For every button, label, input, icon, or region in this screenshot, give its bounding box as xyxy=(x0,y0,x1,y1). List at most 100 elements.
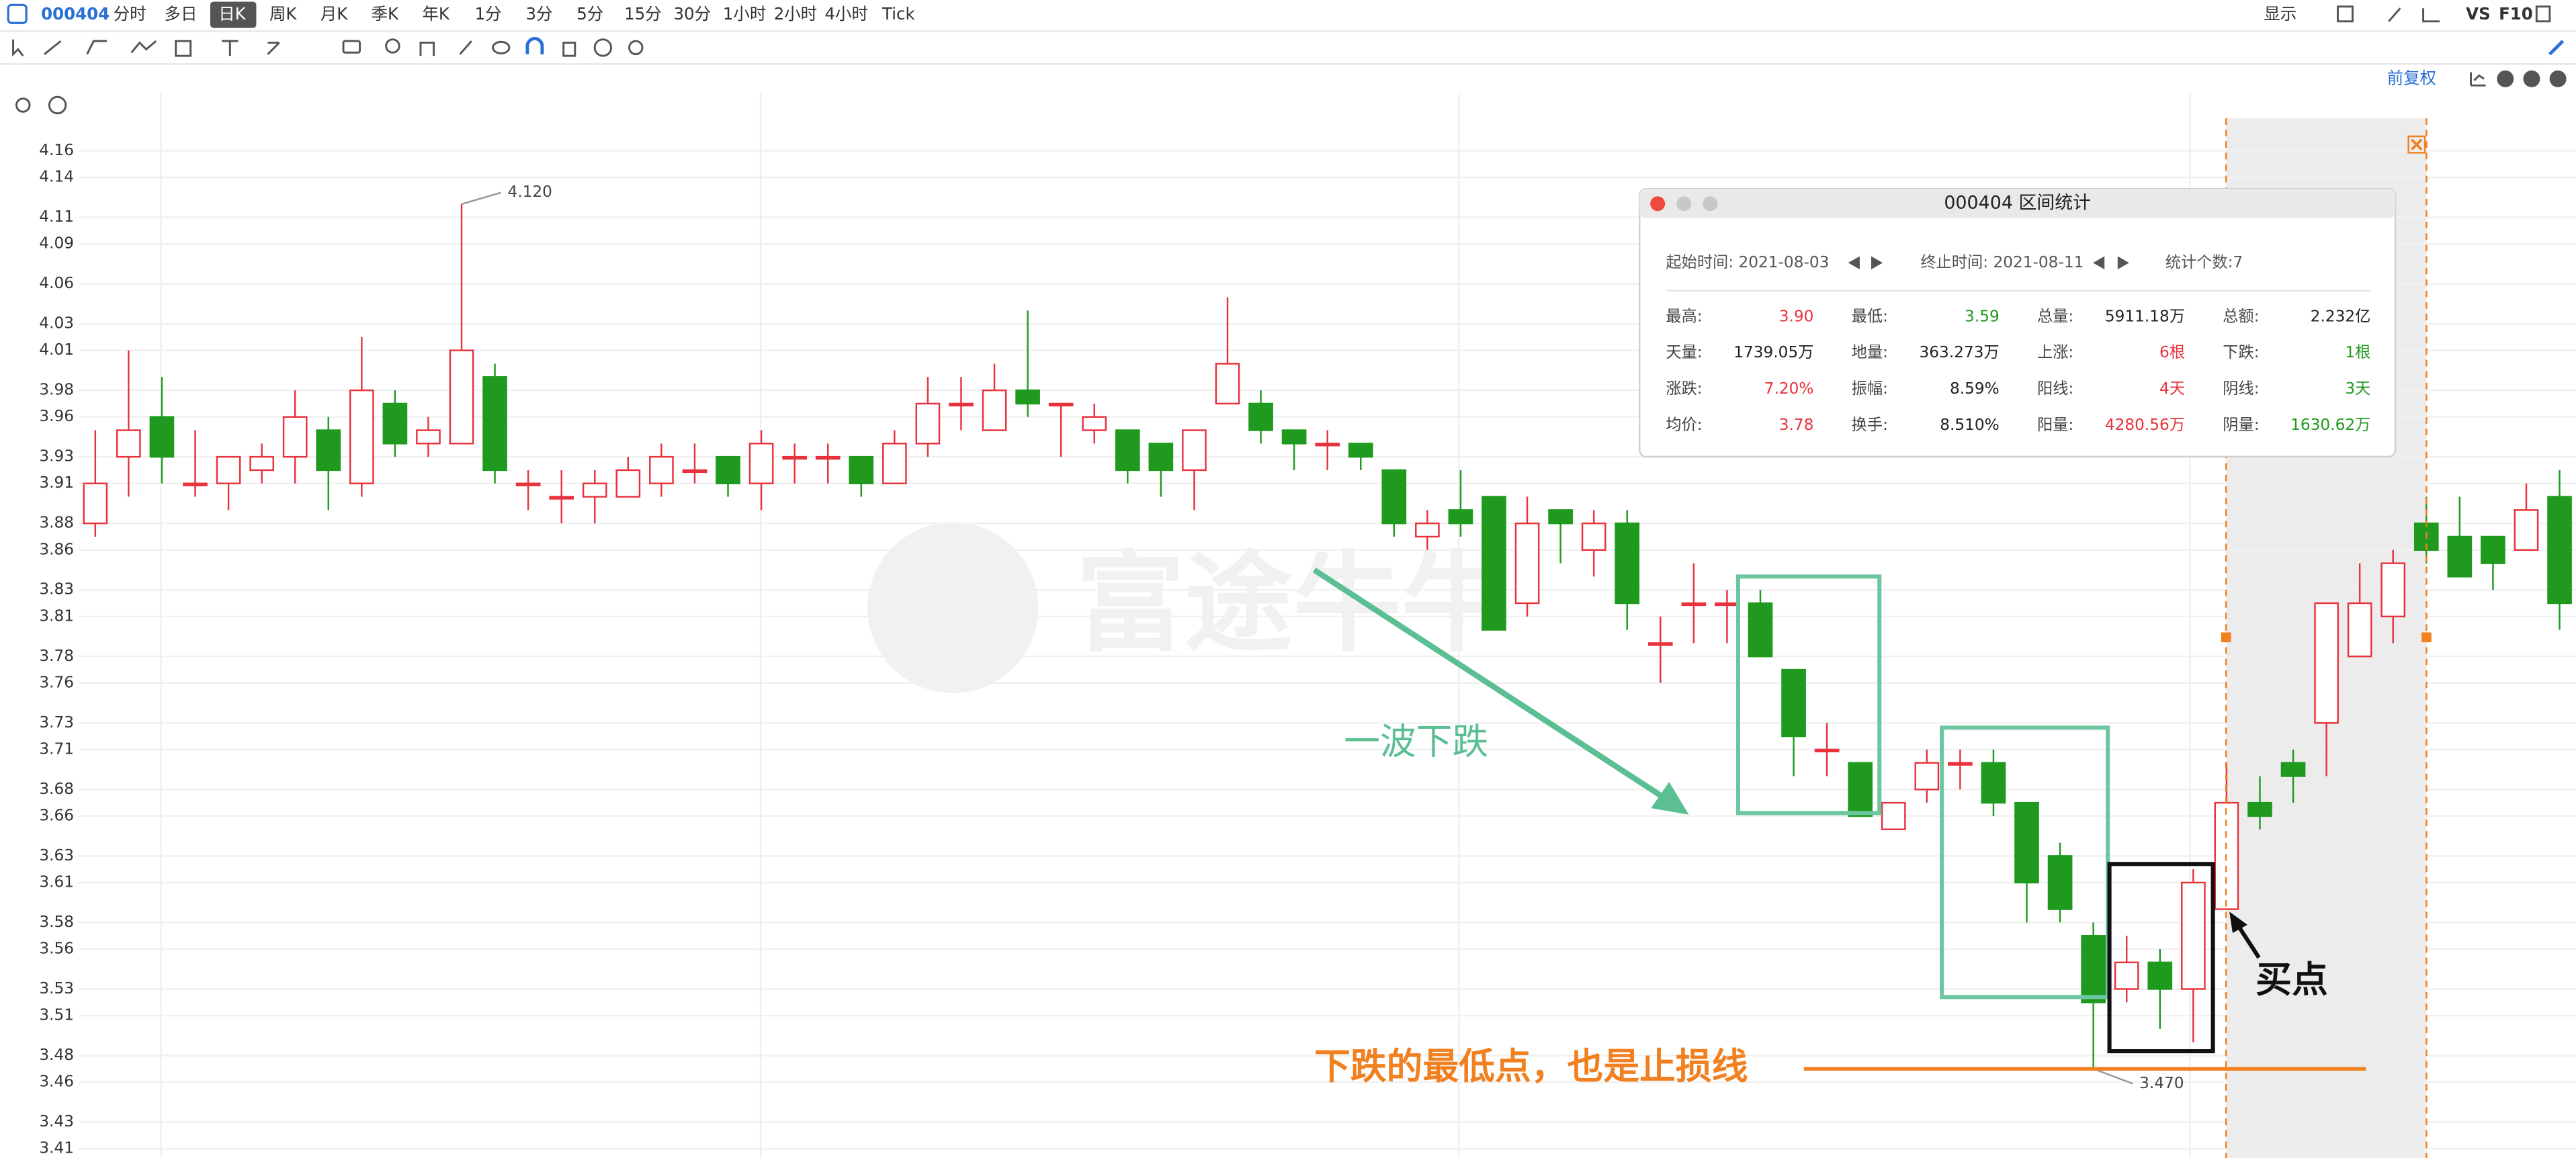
channel-tool[interactable] xyxy=(86,40,107,55)
line-tool[interactable] xyxy=(44,40,62,55)
period-tab[interactable]: 2小时 xyxy=(774,4,817,24)
period-tab[interactable]: 30分 xyxy=(674,4,712,24)
period-tab[interactable]: 日K xyxy=(218,4,246,24)
y-tick-label: 4.06 xyxy=(39,274,74,292)
y-tick-label: 3.96 xyxy=(39,407,74,425)
period-tab[interactable]: 3分 xyxy=(525,4,552,24)
candle-body xyxy=(349,389,374,484)
annotation-shapes xyxy=(1312,567,2261,1054)
indicator-icon[interactable] xyxy=(2470,72,2486,87)
end-time: 终止时间: 2021-08-11 xyxy=(1920,253,2084,271)
stat-label: 换手: xyxy=(1852,416,1888,434)
stat-value: 1根 xyxy=(2345,343,2370,361)
chart-collapse[interactable] xyxy=(48,95,67,115)
pen-icon[interactable] xyxy=(2388,7,2401,22)
period-tab[interactable]: 年K xyxy=(422,4,449,24)
candle-body xyxy=(2047,855,2073,910)
interval-close[interactable] xyxy=(2407,135,2426,154)
period-tab[interactable]: 月K xyxy=(320,4,348,24)
candle-body xyxy=(2514,509,2539,551)
candle-body xyxy=(549,496,574,500)
window-close[interactable] xyxy=(1650,196,1666,212)
green-arrow xyxy=(1312,567,1670,803)
candle-body xyxy=(1482,496,1506,631)
stat-label: 地量: xyxy=(1852,343,1888,361)
stat-value: 1630.62万 xyxy=(2290,416,2370,434)
period-tab[interactable]: 分时 xyxy=(114,4,146,24)
layout-icon[interactable] xyxy=(2336,5,2354,23)
trash-tool[interactable] xyxy=(562,42,576,57)
period-tab[interactable]: 周K xyxy=(269,4,297,24)
share-icon[interactable] xyxy=(2422,8,2440,23)
period-tab[interactable]: Tick xyxy=(882,4,915,24)
cursor-tool[interactable] xyxy=(12,39,24,57)
interval-handle[interactable] xyxy=(2221,632,2231,643)
stat-label: 天量: xyxy=(1666,343,1702,361)
close-x[interactable] xyxy=(2411,138,2423,150)
window-minimize[interactable] xyxy=(1676,196,1692,212)
candle-body xyxy=(1615,522,1640,605)
y-tick-label: 4.01 xyxy=(39,341,74,359)
y-tick-label: 3.98 xyxy=(39,381,74,399)
candle-body xyxy=(1182,429,1207,472)
plus-icon[interactable] xyxy=(2549,70,2567,87)
green-box xyxy=(1735,574,1882,815)
period-tab[interactable]: 15分 xyxy=(624,4,662,24)
candle-body xyxy=(1681,602,1707,607)
panel-frame xyxy=(1639,187,2397,458)
eye-tool[interactable] xyxy=(492,40,511,54)
fullscreen-icon[interactable] xyxy=(2535,5,2551,23)
arrow-tool[interactable] xyxy=(267,42,280,55)
period-tab[interactable]: 1小时 xyxy=(723,4,766,24)
comment-tool[interactable] xyxy=(342,40,361,54)
pin-icon[interactable] xyxy=(2548,40,2565,56)
candle-body xyxy=(2147,961,2173,990)
candle-body xyxy=(1448,509,1473,525)
toolbar-item[interactable]: 显示 xyxy=(2264,4,2296,24)
wave-tool[interactable] xyxy=(130,40,157,54)
fib-tool[interactable] xyxy=(175,40,192,57)
y-tick-label: 4.16 xyxy=(39,141,74,159)
toolbar-item[interactable]: F10 xyxy=(2499,4,2533,24)
minus-icon[interactable] xyxy=(2523,70,2540,87)
zoom-tool[interactable] xyxy=(385,38,400,54)
start-stepper[interactable] xyxy=(1848,256,1883,270)
pen-tool[interactable] xyxy=(459,40,472,55)
y-tick-label: 3.68 xyxy=(39,780,74,798)
candle-body xyxy=(2014,801,2039,884)
window-zoom[interactable] xyxy=(1703,196,1718,212)
candle-body xyxy=(2481,535,2505,564)
lock-tool[interactable] xyxy=(593,38,613,57)
stat-label: 下跌: xyxy=(2223,343,2259,361)
zoom-out-icon[interactable] xyxy=(2497,70,2514,87)
period-tab[interactable]: 多日 xyxy=(165,4,198,24)
black-box xyxy=(2107,862,2215,1054)
interval-handle[interactable] xyxy=(2421,632,2432,643)
adjust-select[interactable]: 前复权 xyxy=(2387,68,2436,87)
sidebar-toggle[interactable] xyxy=(7,3,28,24)
symbol[interactable]: 000404 xyxy=(41,4,110,24)
stat-value: 5911.18万 xyxy=(2105,307,2185,325)
y-tick-label: 3.91 xyxy=(39,474,74,492)
magnet-tool[interactable] xyxy=(525,37,544,54)
chart-tool[interactable] xyxy=(419,42,435,56)
period-tab[interactable]: 1分 xyxy=(475,4,502,24)
toolbar-item[interactable]: VS xyxy=(2466,4,2491,24)
y-tick-label: 4.03 xyxy=(39,314,74,332)
candle-body xyxy=(1848,762,1873,817)
candle-body xyxy=(1748,602,1773,658)
candle-body xyxy=(2314,602,2339,724)
candle-body xyxy=(1315,443,1340,447)
end-stepper[interactable] xyxy=(2093,256,2129,270)
close-box[interactable] xyxy=(2407,135,2426,154)
stat-label: 阴量: xyxy=(2223,416,2259,434)
period-tab[interactable]: 季K xyxy=(372,4,399,24)
chart-settings[interactable] xyxy=(15,97,31,113)
panel-titlebar xyxy=(1639,189,2396,219)
y-tick-label: 3.73 xyxy=(39,713,74,731)
candle-body xyxy=(1381,469,1407,525)
period-tab[interactable]: 4小时 xyxy=(824,4,867,24)
price-tool[interactable] xyxy=(222,40,239,56)
settings-tool[interactable] xyxy=(628,40,644,56)
period-tab[interactable]: 5分 xyxy=(576,4,603,24)
